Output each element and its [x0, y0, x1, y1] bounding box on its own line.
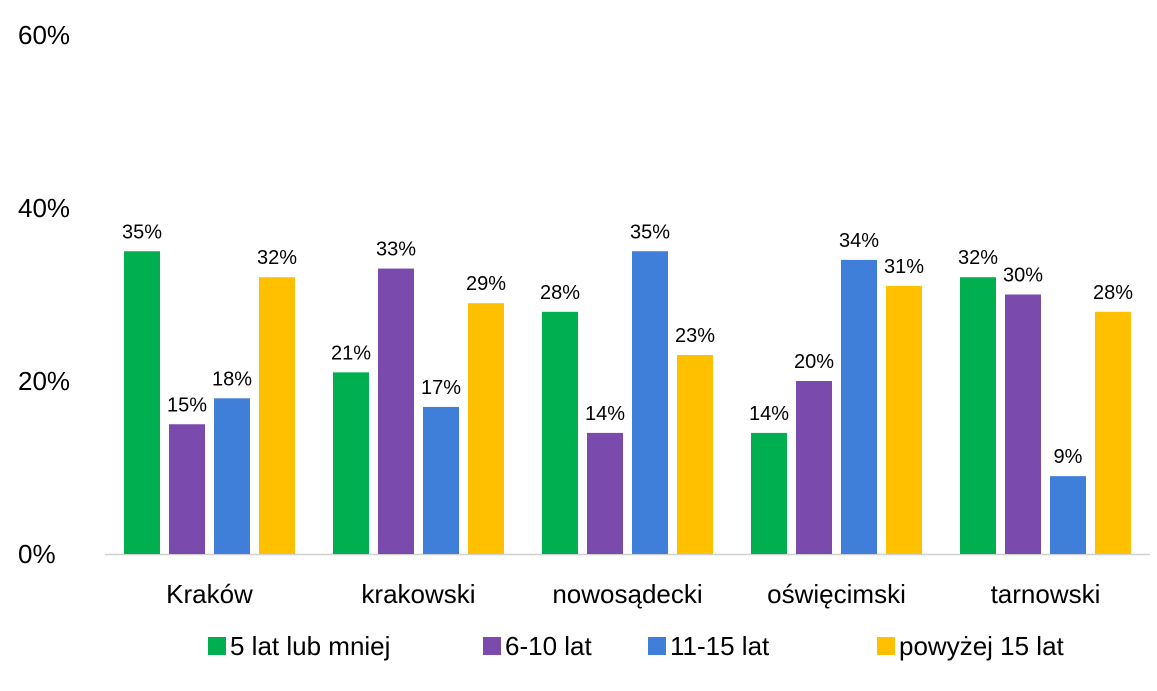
legend-item-11-15-lat: 11-15 lat [648, 626, 769, 666]
data-label: 32% [257, 247, 297, 269]
legend-swatch [208, 637, 226, 655]
bar [1050, 476, 1086, 554]
bar [677, 355, 713, 554]
data-label: 34% [839, 230, 879, 252]
data-label: 14% [585, 403, 625, 425]
x-tick-label: tarnowski [991, 579, 1101, 609]
bar [886, 285, 922, 554]
bar [214, 398, 250, 554]
data-label: 28% [1093, 282, 1133, 304]
bar [751, 432, 787, 554]
bar [542, 311, 578, 554]
legend-swatch [648, 637, 666, 655]
y-tick-label: 0% [18, 539, 56, 569]
bar [169, 424, 205, 554]
data-label: 35% [630, 221, 670, 243]
bar [378, 268, 414, 554]
data-label: 23% [675, 325, 715, 347]
data-label: 30% [1003, 265, 1043, 287]
bar [333, 372, 369, 554]
bar [841, 259, 877, 554]
bar [796, 381, 832, 554]
legend-item-5-lat-lub-mniej: 5 lat lub mniej [208, 626, 390, 666]
legend-item-powyzej-15-lat: powyżej 15 lat [877, 626, 1064, 666]
legend-swatch [483, 637, 501, 655]
x-tick-label: oświęcimski [767, 579, 906, 609]
data-label: 14% [749, 403, 789, 425]
data-label: 29% [466, 273, 506, 295]
data-label: 21% [331, 342, 371, 364]
data-label: 31% [884, 256, 924, 278]
y-tick-label: 20% [18, 366, 70, 396]
data-label: 9% [1054, 446, 1083, 468]
data-label: 35% [122, 221, 162, 243]
legend-label: 11-15 lat [670, 631, 770, 661]
data-label: 28% [540, 282, 580, 304]
bar [1005, 294, 1041, 554]
x-tick-label: krakowski [361, 579, 475, 609]
legend-label: 6-10 lat [505, 631, 592, 661]
bar [259, 277, 295, 554]
x-tick-label: Kraków [166, 579, 253, 609]
bar [587, 432, 623, 554]
bar [423, 406, 459, 554]
legend-label: 5 lat lub mniej [230, 631, 391, 661]
data-label: 20% [794, 351, 834, 373]
data-label: 33% [376, 239, 416, 261]
data-label: 18% [212, 368, 252, 390]
legend-label: powyżej 15 lat [899, 631, 1064, 661]
data-label: 17% [421, 377, 461, 399]
legend-swatch [877, 637, 895, 655]
y-tick-label: 60% [18, 20, 70, 50]
legend-item-6-10-lat: 6-10 lat [483, 626, 592, 666]
bar [960, 277, 996, 554]
data-label: 15% [167, 394, 207, 416]
bar [1095, 311, 1131, 554]
data-label: 32% [958, 247, 998, 269]
bar [632, 251, 668, 554]
bar [124, 251, 160, 554]
bar [468, 303, 504, 554]
legend: 5 lat lub mniej 6-10 lat 11-15 lat powyż… [0, 626, 1157, 666]
x-tick-label: nowosądecki [552, 579, 702, 609]
y-tick-label: 40% [18, 193, 70, 223]
